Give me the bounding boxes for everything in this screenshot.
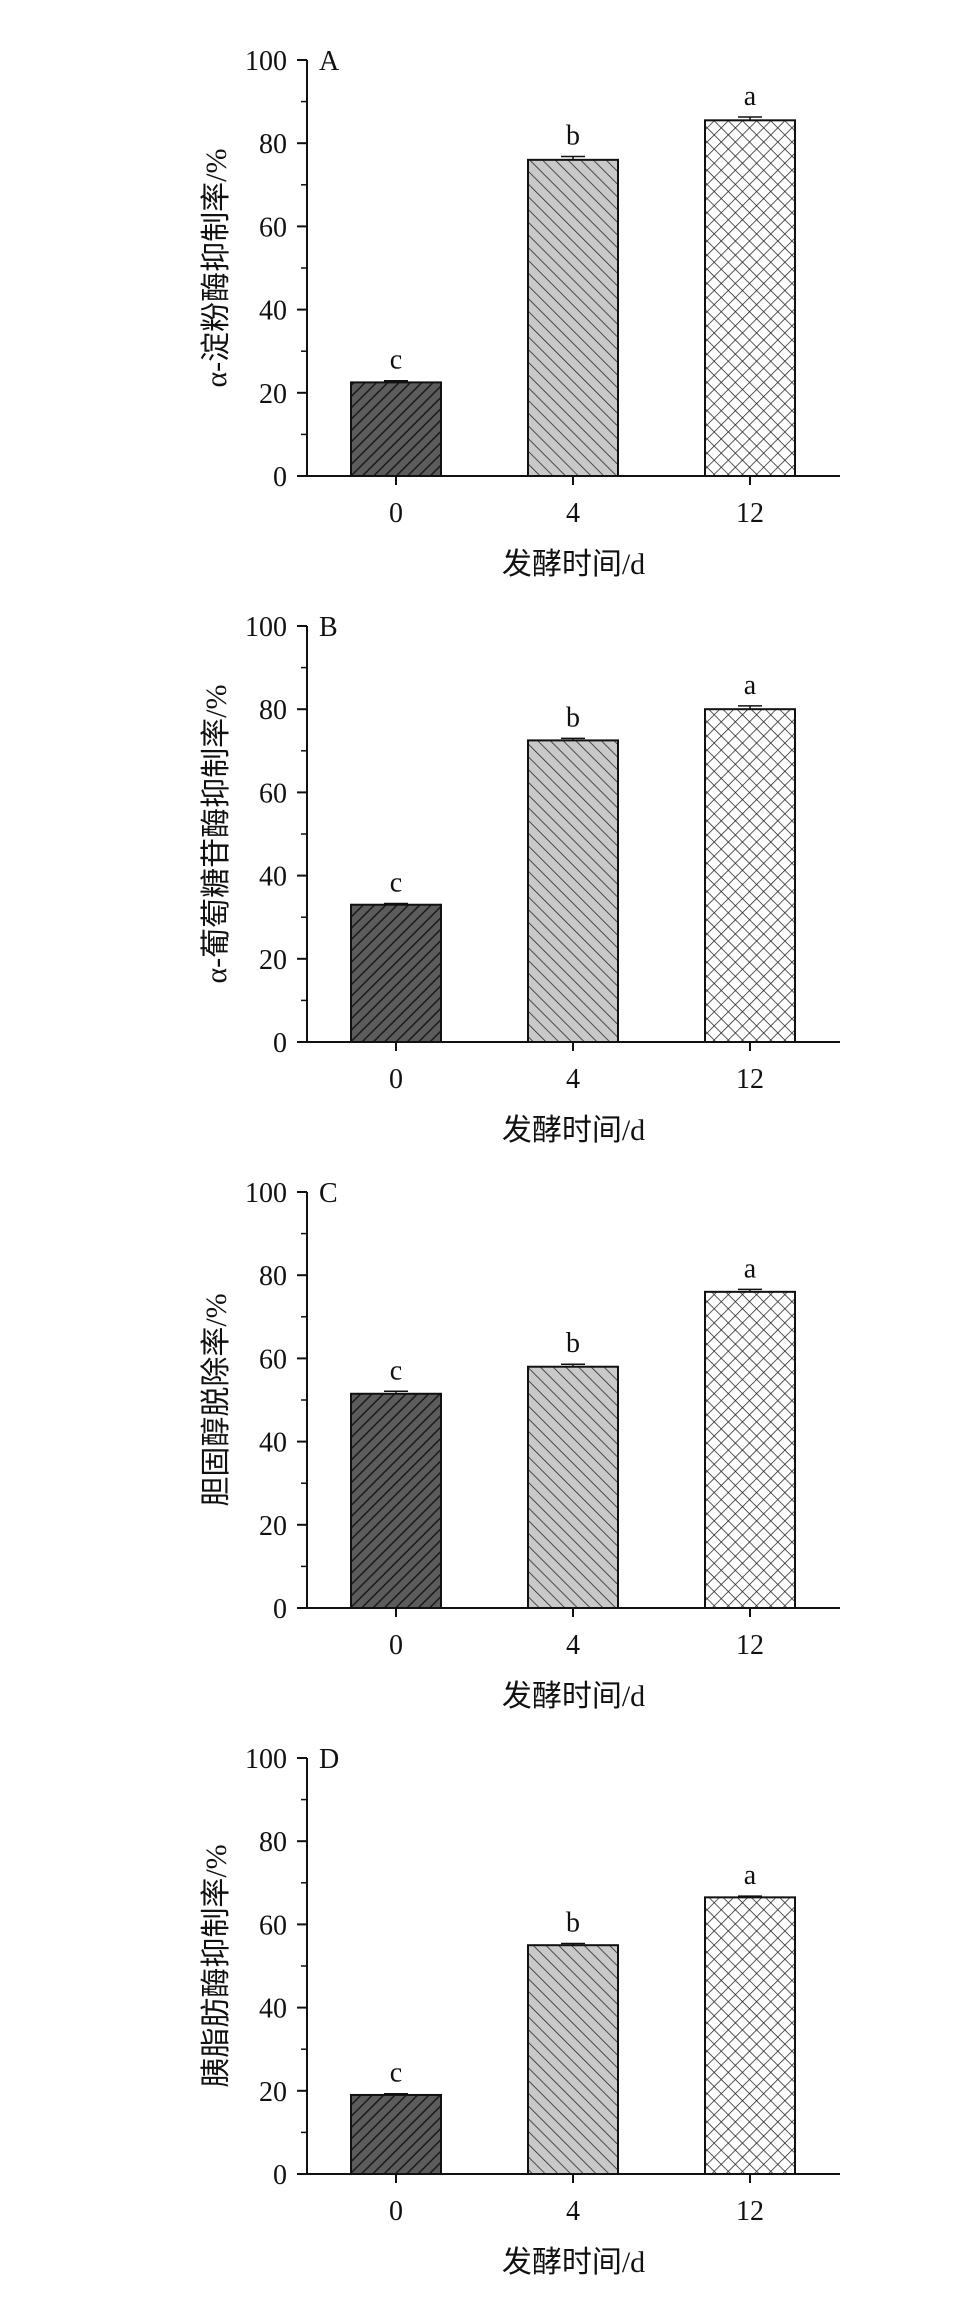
x-tick-label: 0 — [389, 1630, 403, 1661]
bar-12 — [704, 1896, 796, 2175]
x-tick-label: 0 — [389, 2196, 403, 2227]
y-axis-title: 胆固醇脱除率/% — [200, 1293, 233, 1506]
y-tick-label: 40 — [259, 1994, 287, 2025]
bar-4 — [527, 1365, 619, 1609]
y-tick-label: 20 — [259, 1511, 287, 1542]
chart-panel-a: 0 20 40 60 80 100 Ac 0 b 4 a 12 发酵时间/d α-淀粉酶抑制率/% — [200, 46, 840, 581]
chart-panel-b: 0 20 40 60 80 100 Bc 0 b 4 a 12 发酵时间/d α-葡萄糖苷酶抑制率/% — [200, 612, 840, 1147]
x-axis-title: 发酵时间/d — [502, 2246, 645, 2279]
panel-letter: A — [319, 46, 340, 77]
significance-label: b — [566, 1328, 580, 1359]
y-tick-label: 80 — [259, 1827, 287, 1858]
x-tick-label: 0 — [389, 498, 403, 529]
y-tick-label: 80 — [259, 129, 287, 160]
y-axis-title: 胰脂肪酶抑制率/% — [200, 1844, 233, 2087]
bar-0 — [350, 381, 442, 477]
x-tick-label: 4 — [566, 498, 580, 529]
significance-label: c — [390, 1355, 402, 1386]
y-tick-label: 60 — [259, 778, 287, 809]
bar-4 — [527, 1944, 619, 2175]
x-tick-label: 12 — [736, 2196, 764, 2227]
y-tick-label: 0 — [273, 1028, 287, 1059]
y-tick-label: 60 — [259, 1344, 287, 1375]
x-axis-title: 发酵时间/d — [502, 548, 645, 581]
bar-12 — [704, 708, 796, 1043]
y-tick-label: 0 — [273, 2160, 287, 2191]
y-tick-label: 100 — [245, 1744, 287, 1775]
y-tick-label: 20 — [259, 945, 287, 976]
y-tick-label: 0 — [273, 462, 287, 493]
panel-letter: B — [319, 612, 338, 643]
x-axis-title: 发酵时间/d — [502, 1680, 645, 1713]
chart-panel-c: 0 20 40 60 80 100 Cc 0 b 4 a 12 发酵时间/d 胆固醇脱除率/% — [200, 1178, 840, 1713]
y-axis-title: α-葡萄糖苷酶抑制率/% — [200, 684, 233, 983]
x-tick-label: 0 — [389, 1064, 403, 1095]
x-tick-label: 12 — [736, 1064, 764, 1095]
x-tick-label: 12 — [736, 498, 764, 529]
y-tick-label: 80 — [259, 1261, 287, 1292]
significance-label: a — [744, 1253, 757, 1284]
y-tick-label: 40 — [259, 862, 287, 893]
bar-0 — [350, 903, 442, 1043]
y-tick-label: 0 — [273, 1594, 287, 1625]
significance-label: b — [566, 121, 580, 152]
significance-label: b — [566, 1908, 580, 1939]
y-tick-label: 100 — [245, 612, 287, 643]
y-tick-label: 100 — [245, 1178, 287, 1209]
significance-label: b — [566, 702, 580, 733]
bar-0 — [350, 2093, 442, 2175]
panel-letter: C — [319, 1178, 338, 1209]
x-tick-label: 4 — [566, 1630, 580, 1661]
y-tick-label: 20 — [259, 379, 287, 410]
significance-label: a — [744, 81, 757, 112]
y-tick-label: 40 — [259, 1428, 287, 1459]
x-tick-label: 4 — [566, 2196, 580, 2227]
bar-12 — [704, 1290, 796, 1609]
chart-panel-d: 0 20 40 60 80 100 Dc 0 b 4 a 12 发酵时间/d 胰脂肪酶抑制率/% — [200, 1744, 840, 2279]
bar-0 — [350, 1392, 442, 1610]
significance-label: c — [390, 345, 402, 376]
x-tick-label: 12 — [736, 1630, 764, 1661]
y-tick-label: 60 — [259, 1910, 287, 1941]
significance-label: c — [390, 867, 402, 898]
significance-label: c — [390, 2058, 402, 2089]
significance-label: a — [744, 670, 757, 701]
y-tick-label: 40 — [259, 296, 287, 327]
y-tick-label: 20 — [259, 2077, 287, 2108]
y-tick-label: 60 — [259, 212, 287, 243]
x-axis-title: 发酵时间/d — [502, 1114, 645, 1147]
x-tick-label: 4 — [566, 1064, 580, 1095]
y-axis-title: α-淀粉酶抑制率/% — [200, 148, 233, 387]
panel-letter: D — [319, 1744, 339, 1775]
significance-label: a — [744, 1860, 757, 1891]
y-tick-label: 80 — [259, 695, 287, 726]
bar-4 — [527, 739, 619, 1044]
bar-12 — [704, 119, 796, 477]
bar-4 — [527, 158, 619, 477]
y-tick-label: 100 — [245, 46, 287, 77]
